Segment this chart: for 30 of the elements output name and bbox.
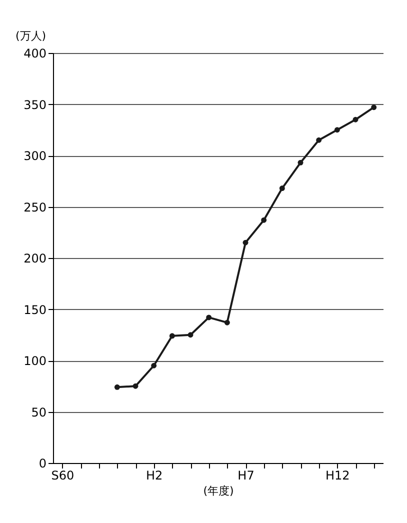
x-axis-title: (年度)	[203, 484, 234, 498]
y-tick-label: 50	[31, 405, 46, 420]
y-tick-label: 300	[24, 149, 46, 163]
point	[352, 116, 358, 122]
point	[206, 314, 212, 320]
y-tick-label: 100	[24, 354, 46, 368]
y-tick-label: 150	[24, 302, 46, 317]
point	[279, 186, 285, 192]
x-tick-label: H12	[326, 468, 350, 482]
y-axis-title: (万人)	[16, 30, 46, 42]
point	[132, 383, 138, 389]
point	[242, 240, 248, 246]
point	[188, 332, 194, 338]
point	[316, 137, 322, 143]
point	[151, 362, 157, 368]
x-tick-label: H7	[238, 468, 254, 482]
point	[261, 217, 267, 223]
point	[334, 127, 340, 133]
y-tick-label: 400	[24, 46, 46, 60]
y-tick-label: 250	[24, 200, 46, 214]
x-tick-label: H2	[146, 468, 163, 482]
point	[224, 320, 230, 326]
point	[371, 104, 377, 110]
point	[169, 333, 175, 339]
y-tick-label: 200	[24, 252, 46, 266]
x-tick-label: S60	[51, 468, 74, 482]
point	[298, 160, 304, 166]
y-tick-label: 0	[38, 456, 46, 470]
y-tick-label: 350	[24, 98, 46, 112]
point	[114, 384, 120, 390]
